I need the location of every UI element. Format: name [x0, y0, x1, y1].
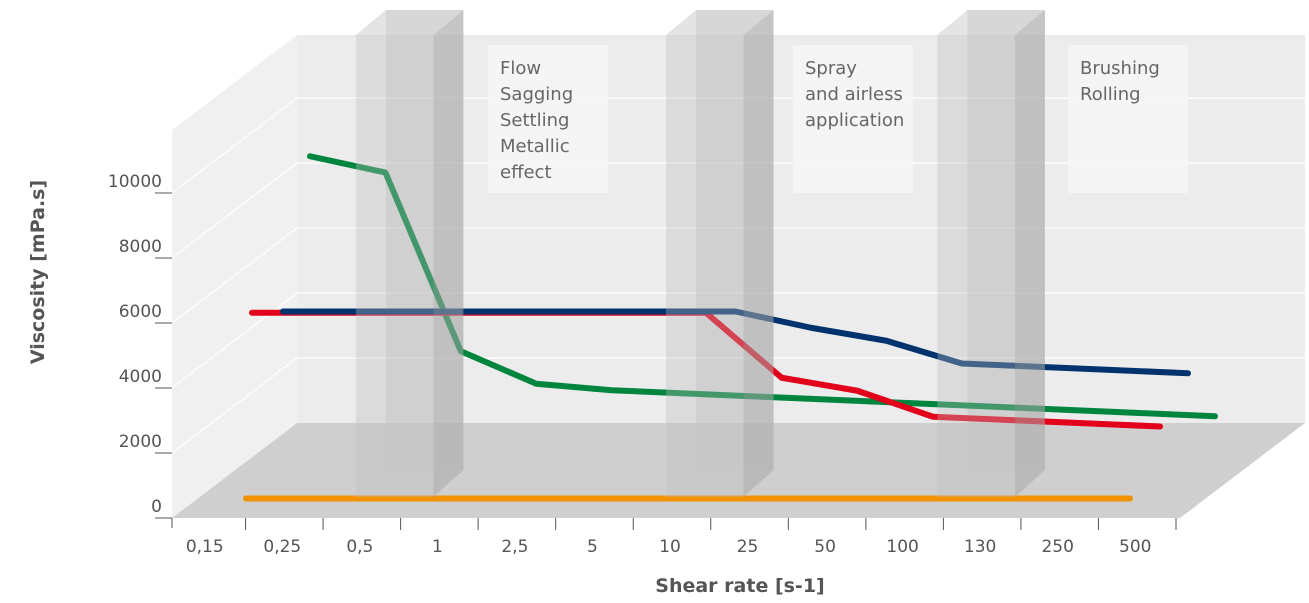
x-tick-label: 5 — [587, 537, 598, 557]
x-tick-label: 0,5 — [346, 537, 373, 557]
annotation-3: Brushing Rolling — [1068, 45, 1188, 193]
y-tick-label: 6000 — [119, 302, 162, 322]
x-tick-label: 50 — [814, 537, 836, 557]
annotation-line: application — [805, 110, 904, 131]
gridline-left — [171, 227, 298, 324]
annotation-boxes: Flow Sagging Settling Metallic effect Spray an… — [488, 45, 1188, 193]
annotation-line: Flow — [500, 58, 541, 79]
annotation-1: Flow Sagging Settling Metallic effect — [488, 45, 608, 193]
band-top — [666, 10, 774, 35]
left-wall — [172, 35, 297, 518]
x-tick-label: 2,5 — [501, 537, 528, 557]
axes: 0 2000 4000 6000 8000 10000 0,15 0,25 0,5 1 2,5 5 10… — [27, 172, 1177, 597]
band-side — [743, 10, 774, 497]
band-side — [1014, 10, 1045, 497]
y-tick-label: 10000 — [108, 172, 162, 192]
annotation-2: Spray and airless application — [793, 45, 913, 193]
annotation-line: Spray — [805, 58, 857, 79]
annotation-line: Settling — [500, 110, 569, 131]
annotation-box — [793, 45, 913, 193]
band-side — [433, 10, 464, 497]
annotation-line: Brushing — [1080, 58, 1160, 79]
band-top — [937, 10, 1045, 35]
annotation-line: Sagging — [500, 84, 573, 105]
x-axis-title: Shear rate [s-1] — [655, 575, 824, 597]
band-front — [355, 35, 434, 497]
x-tick-label: 0,15 — [186, 537, 224, 557]
y-tick-label: 0 — [151, 497, 162, 517]
x-tick-label: 25 — [737, 537, 759, 557]
y-axis-title: Viscosity [mPa.s] — [27, 180, 49, 364]
band-top — [355, 10, 464, 35]
gridline-left — [171, 357, 298, 454]
annotation-box — [1068, 45, 1188, 193]
y-tick-label: 4000 — [119, 367, 162, 387]
band-front — [937, 35, 1015, 497]
y-tick-label: 2000 — [119, 432, 162, 452]
annotation-line: effect — [500, 162, 552, 183]
gridline-left — [171, 292, 298, 389]
annotation-line: Metallic — [500, 136, 570, 157]
annotation-line: and airless — [805, 84, 903, 105]
gridline-left — [171, 97, 298, 194]
band-front — [666, 35, 744, 497]
band-front-faces — [355, 10, 1045, 497]
x-tick-label: 100 — [886, 537, 918, 557]
x-tick-label: 250 — [1041, 537, 1073, 557]
annotation-line: Rolling — [1080, 84, 1141, 105]
x-tick-label: 130 — [964, 537, 996, 557]
x-tick-label: 1 — [432, 537, 443, 557]
x-tick-label: 10 — [659, 537, 681, 557]
gridline-left — [171, 162, 298, 259]
x-tick-label: 0,25 — [263, 537, 301, 557]
annotation-box — [488, 45, 608, 193]
x-tick-label: 500 — [1119, 537, 1151, 557]
y-tick-label: 8000 — [119, 237, 162, 257]
